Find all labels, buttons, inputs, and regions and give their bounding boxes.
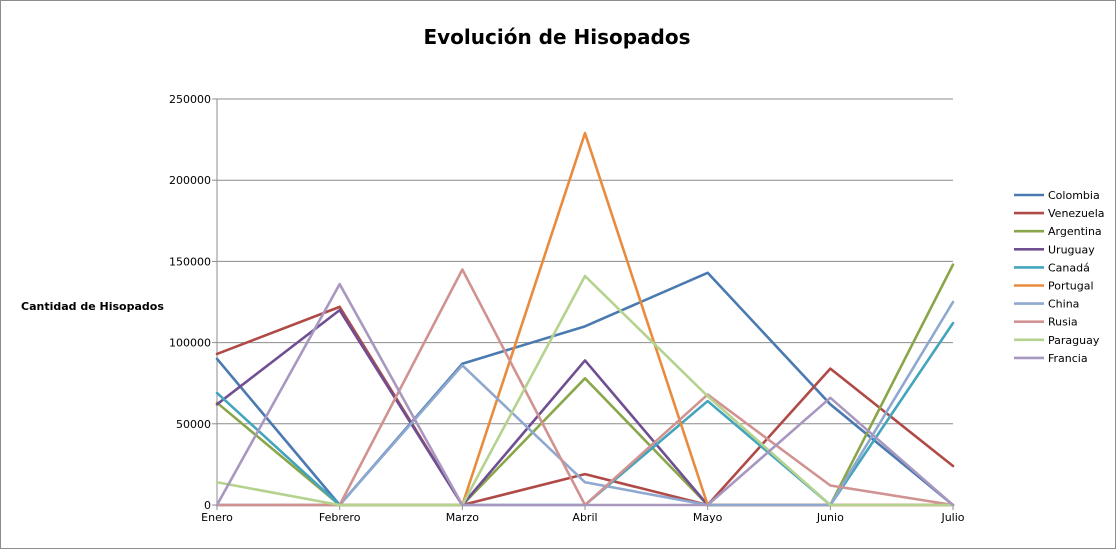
- legend-label-colombia: Colombia: [1048, 189, 1100, 202]
- series-line-venezuela: [215, 305, 955, 507]
- legend-label-paraguay: Paraguay: [1048, 334, 1100, 347]
- x-tick-label: Enero: [201, 511, 233, 524]
- y-tick-label: 0: [204, 499, 211, 512]
- x-tick-label: Julio: [940, 511, 964, 524]
- y-axis-label: Cantidad de Hisopados: [21, 300, 164, 313]
- x-tick-label: Abril: [572, 511, 597, 524]
- x-tick-label: Marzo: [446, 511, 480, 524]
- x-tick-label: Febrero: [319, 511, 361, 524]
- series-line-argentina: [215, 263, 955, 507]
- y-tick-label: 250000: [169, 93, 211, 106]
- x-tick-label: Mayo: [693, 511, 723, 524]
- y-tick-label: 200000: [169, 174, 211, 187]
- legend-label-portugal: Portugal: [1048, 280, 1094, 293]
- legend-label-venezuela: Venezuela: [1048, 207, 1105, 220]
- x-tick-label: Junio: [816, 511, 844, 524]
- legend-label-uruguay: Uruguay: [1048, 243, 1095, 256]
- y-tick-label: 100000: [169, 337, 211, 350]
- series-line-paraguay: [215, 274, 955, 507]
- legend-label-argentina: Argentina: [1048, 225, 1102, 238]
- legend-label-francia: Francia: [1048, 352, 1088, 365]
- legend-label-canada: Canadá: [1048, 261, 1090, 274]
- series-line-francia: [215, 282, 955, 507]
- y-tick-label: 150000: [169, 255, 211, 268]
- legend-label-china: China: [1048, 298, 1079, 311]
- chart-title: Evolución de Hisopados: [423, 25, 691, 49]
- legend-label-rusia: Rusia: [1048, 316, 1078, 329]
- y-tick-label: 50000: [176, 418, 211, 431]
